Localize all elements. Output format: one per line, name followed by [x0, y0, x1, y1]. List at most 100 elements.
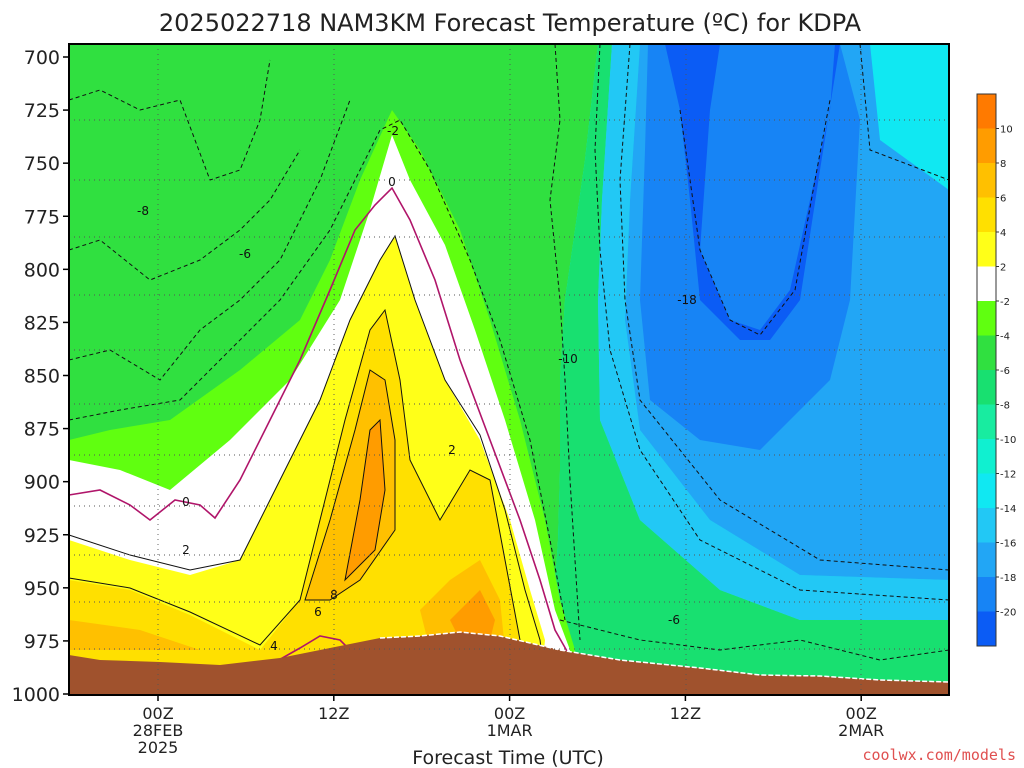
colorbar-swatch	[977, 611, 996, 646]
colorbar-swatch	[977, 439, 996, 474]
isotherm-minus16	[859, 43, 950, 181]
colorbar-swatch	[977, 94, 996, 129]
freezing-line-left	[68, 186, 573, 661]
colorbar-label: -10	[1000, 435, 1016, 446]
colorbar-label: 6	[1000, 194, 1006, 205]
green-band-right	[552, 44, 949, 695]
colorbar-swatch	[977, 404, 996, 439]
isotherm-4	[68, 308, 521, 646]
contour-label: -10	[558, 352, 578, 366]
x-tick-label: 12Z	[318, 704, 349, 723]
grid-lines	[69, 44, 949, 695]
isotherm-minus8	[68, 59, 271, 181]
contour-label: -18	[677, 293, 697, 307]
colorbar-label: -12	[1000, 470, 1016, 481]
y-axis-pressure: 700 725 750 775 800 825 850 875 900 925 950 975 1000	[12, 47, 69, 706]
colorbar-label: -8	[1000, 401, 1010, 412]
contour-label: 8	[330, 588, 338, 602]
colorbar-swatch	[977, 301, 996, 336]
colorbar-swatch	[977, 542, 996, 577]
warm-deep-orange	[345, 420, 495, 640]
colorbar-swatch	[977, 266, 996, 301]
y-tick-label: 950	[24, 578, 60, 600]
colorbar-label: -6	[1000, 366, 1010, 377]
x-tick-label: 2MAR	[838, 721, 884, 740]
dashed-isotherms	[68, 43, 950, 661]
y-tick-label: 875	[24, 419, 60, 441]
isotherm-6	[304, 369, 396, 601]
y-tick-label: 825	[24, 312, 60, 334]
warm-gold	[69, 310, 520, 695]
isotherm-minus6	[68, 149, 301, 281]
colorbar-label: -2	[1000, 297, 1010, 308]
colorbar-label: 4	[1000, 228, 1006, 239]
isotherm-8	[344, 418, 386, 582]
chart-title: 2025022718 NAM3KM Forecast Temperature (…	[159, 9, 862, 37]
colorbar-swatch	[977, 577, 996, 612]
y-tick-label: 925	[24, 525, 60, 547]
x-tick-label: 00Z	[142, 704, 173, 723]
x-tick-label: 2025	[138, 738, 179, 757]
contour-label: 2	[182, 543, 190, 557]
colorbar-label: 2	[1000, 263, 1006, 274]
colorbar-swatch	[977, 197, 996, 232]
isotherm-minus14	[619, 43, 950, 571]
x-tick-label: 28FEB	[133, 721, 184, 740]
contour-label: -2	[387, 124, 399, 138]
y-tick-label: 975	[24, 631, 60, 653]
contour-label: 0	[182, 495, 190, 509]
colorbar-swatch	[977, 473, 996, 508]
contour-label: -6	[239, 247, 251, 261]
contour-labels: -2 0 -8 -6 -18 -10 2 0 2 8 6 4 -6	[137, 124, 697, 653]
colorbar-swatch	[977, 163, 996, 198]
colorbar-swatch	[977, 128, 996, 163]
contour-label: 2	[448, 443, 456, 457]
colorbar-legend: -20 -18 -16 -14 -12 -10 -8 -6 -4 -2 2 4 6 8 10	[976, 93, 1016, 647]
isotherm-minus12	[594, 43, 950, 601]
contour-label: -8	[137, 204, 149, 218]
isotherm-minus4	[68, 99, 351, 381]
y-tick-label: 725	[24, 100, 60, 122]
x-tick-label: 1MAR	[487, 721, 533, 740]
contour-label: -6	[668, 613, 680, 627]
colorbar-label: -16	[1000, 539, 1016, 550]
y-tick-label: 750	[24, 153, 60, 175]
colorbar-label: -14	[1000, 504, 1016, 515]
freezing-line-lower	[269, 635, 351, 666]
colorbar-label: -4	[1000, 332, 1010, 343]
x-tick-label: 00Z	[846, 704, 877, 723]
solid-isotherms	[68, 234, 546, 681]
y-tick-label: 1000	[12, 684, 60, 706]
isotherm-minus2	[68, 119, 566, 621]
y-tick-label: 900	[24, 472, 60, 494]
colorbar-swatch	[977, 370, 996, 405]
terrain	[69, 632, 949, 695]
y-tick-label: 700	[24, 47, 60, 69]
terrain-edge	[379, 631, 950, 683]
colorbar-label: -20	[1000, 608, 1016, 619]
plot-area	[68, 43, 950, 696]
colorbar-label: 8	[1000, 159, 1006, 170]
contour-label: 6	[314, 605, 322, 619]
colorbar-label: 10	[1000, 125, 1013, 136]
contour-label: 0	[388, 175, 396, 189]
cyan-band	[598, 44, 949, 620]
y-tick-label: 800	[24, 259, 60, 281]
y-tick-label: 775	[24, 206, 60, 228]
isotherm-minus10	[549, 43, 581, 641]
isotherm-2	[68, 234, 546, 681]
colorbar-label: -18	[1000, 573, 1016, 584]
isotherm-minus6-lower	[559, 619, 950, 661]
contour-label: 4	[270, 639, 278, 653]
colorbar-swatch	[977, 508, 996, 543]
colorbar-swatch	[977, 335, 996, 370]
x-axis-label: Forecast Time (UTC)	[412, 747, 603, 768]
x-tick-label: 12Z	[670, 704, 701, 723]
coldest-core	[665, 44, 840, 340]
x-tick-label: 00Z	[494, 704, 525, 723]
y-tick-label: 850	[24, 366, 60, 388]
credit-text: coolwx.com/models	[862, 746, 1016, 764]
isotherm-minus18	[679, 99, 831, 336]
